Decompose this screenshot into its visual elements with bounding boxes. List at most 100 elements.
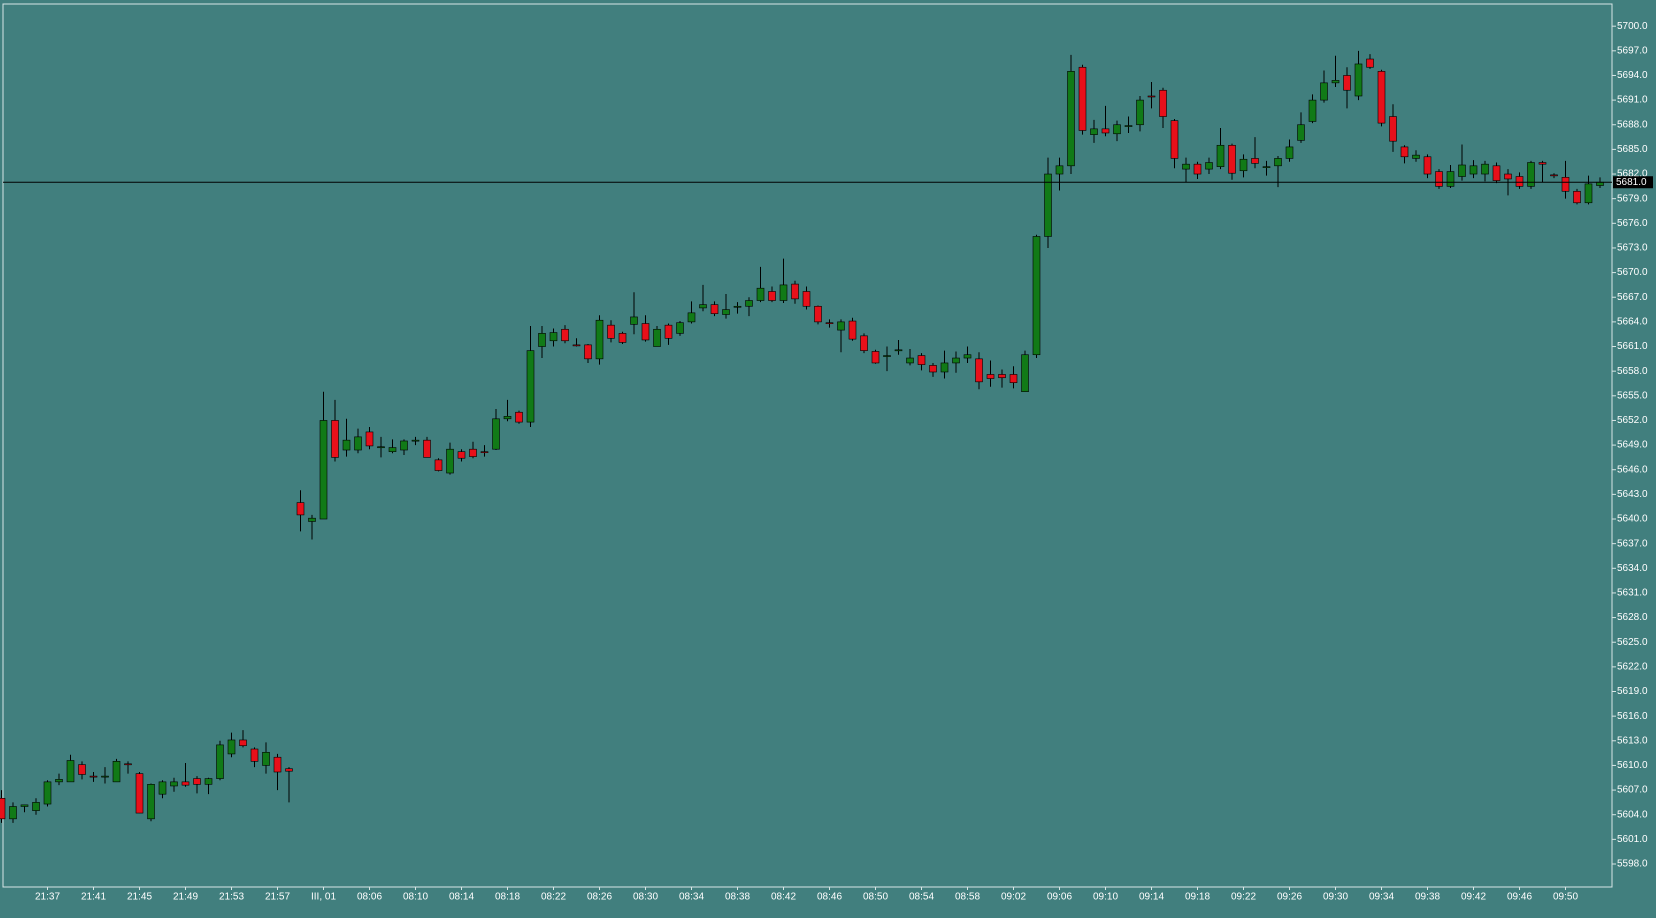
candle-body — [273, 756, 282, 773]
candle-body — [124, 763, 132, 766]
candle-body — [630, 316, 638, 325]
y-tick-label: 5673.0 — [1617, 243, 1648, 254]
x-tick-label: 09:50 — [1553, 892, 1578, 903]
x-tick-label: 09:14 — [1139, 892, 1164, 903]
candle-body — [1090, 128, 1098, 135]
candle-body — [756, 287, 765, 301]
y-tick-label: 5700.0 — [1617, 21, 1648, 32]
candle-body — [43, 781, 52, 805]
candle-body — [400, 440, 408, 451]
candle-body — [1067, 71, 1075, 167]
candle-body — [112, 761, 121, 783]
x-tick-label: 08:42 — [771, 892, 796, 903]
x-tick-label: 09:02 — [1001, 892, 1026, 903]
candle-body — [1205, 162, 1213, 170]
x-tick-label: 08:22 — [541, 892, 566, 903]
x-tick-label: 08:34 — [679, 892, 704, 903]
x-tick-label: 09:06 — [1047, 892, 1072, 903]
candle-body — [181, 781, 190, 786]
candle-body — [906, 357, 914, 364]
y-tick-label: 5679.0 — [1617, 193, 1648, 204]
candle-body — [1435, 171, 1443, 187]
candle-body — [1561, 177, 1570, 192]
candle-body — [308, 517, 316, 522]
candle-body — [388, 447, 397, 452]
candle-body — [296, 502, 305, 516]
y-tick-label: 5607.0 — [1617, 785, 1648, 796]
candle-body — [1573, 190, 1581, 204]
candle-body — [1044, 173, 1052, 237]
y-tick-label: 5682.0 — [1617, 169, 1648, 180]
x-tick-label: 21:57 — [265, 892, 290, 903]
y-tick-label: 5685.0 — [1617, 144, 1648, 155]
x-tick-label: 08:14 — [449, 892, 474, 903]
candle-body — [1469, 165, 1478, 175]
candle-body — [1389, 116, 1397, 142]
candle-body — [618, 333, 627, 343]
candle-body — [526, 350, 535, 423]
candle-body — [1124, 125, 1133, 127]
candle-body — [871, 351, 880, 364]
candle-body — [883, 355, 891, 357]
candle-body — [549, 332, 558, 342]
candle-body — [89, 775, 98, 778]
candle-body — [1193, 163, 1202, 175]
y-tick-label: 5661.0 — [1617, 341, 1648, 352]
candle-body — [1078, 66, 1087, 131]
candle-body — [710, 304, 719, 314]
x-tick-label: 08:46 — [817, 892, 842, 903]
candle-body — [733, 305, 742, 308]
candle-body — [1262, 166, 1271, 168]
candle-body — [860, 335, 868, 351]
x-tick-label: 09:26 — [1277, 892, 1302, 903]
candle-body — [135, 773, 144, 814]
candle-body — [434, 459, 443, 471]
candle-body — [1377, 71, 1386, 124]
candle-body — [342, 439, 351, 451]
candle-body — [561, 328, 569, 342]
candle-body — [239, 739, 247, 747]
y-tick-label: 5697.0 — [1617, 45, 1648, 56]
candle-body — [354, 436, 362, 451]
candle-body — [687, 312, 696, 323]
candle-body — [779, 284, 788, 301]
candle-body — [1492, 165, 1501, 181]
candle-body — [331, 420, 339, 458]
x-tick-label: III, 01 — [311, 892, 336, 903]
candle-body — [1021, 354, 1029, 392]
candle-body — [572, 344, 581, 347]
x-tick-label: 09:42 — [1461, 892, 1486, 903]
candle-body — [1331, 80, 1340, 84]
x-tick-label: 09:30 — [1323, 892, 1348, 903]
y-tick-label: 5628.0 — [1617, 612, 1648, 623]
candle-body — [722, 309, 730, 315]
x-tick-label: 08:50 — [863, 892, 888, 903]
candle-body — [952, 357, 960, 364]
candle-body — [699, 304, 707, 309]
candle-body — [204, 778, 213, 785]
candle-body — [423, 439, 431, 458]
x-tick-label: 21:37 — [35, 892, 60, 903]
x-tick-label: 09:18 — [1185, 892, 1210, 903]
candle-body — [595, 319, 604, 360]
candle-body — [158, 781, 167, 795]
x-tick-label: 08:26 — [587, 892, 612, 903]
candle-body — [1446, 171, 1455, 187]
y-tick-label: 5640.0 — [1617, 514, 1648, 525]
candle-body — [1159, 89, 1167, 117]
candle-body — [1366, 58, 1374, 68]
x-tick-label: 08:10 — [403, 892, 428, 903]
y-tick-label: 5622.0 — [1617, 662, 1648, 673]
x-tick-label: 08:30 — [633, 892, 658, 903]
candle-body — [1320, 82, 1328, 101]
x-tick-label: 08:06 — [357, 892, 382, 903]
x-tick-label: 21:49 — [173, 892, 198, 903]
candle-body — [1055, 165, 1064, 175]
candle-body — [1504, 173, 1512, 180]
candle-body — [1147, 95, 1156, 98]
y-tick-label: 5619.0 — [1617, 686, 1648, 697]
candle-body — [1032, 236, 1041, 356]
